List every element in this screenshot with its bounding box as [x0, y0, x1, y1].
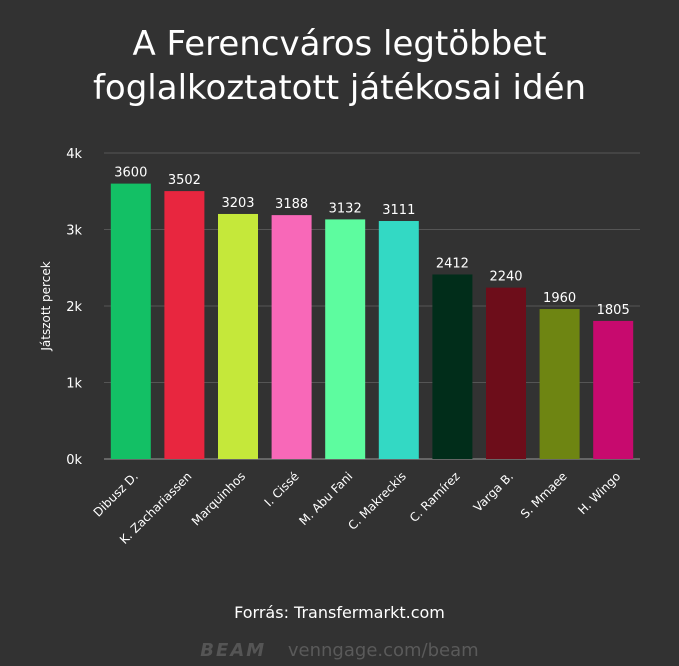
- x-tick-label: Varga B.: [471, 469, 516, 514]
- y-tick-label: 4k: [66, 147, 82, 162]
- chart-title-line-1: A Ferencváros legtöbbet: [132, 24, 547, 64]
- data-label: 1805: [597, 303, 630, 318]
- x-tick-label: I. Cissé: [262, 469, 302, 509]
- y-tick-label: 0k: [66, 453, 82, 468]
- y-tick-label: 2k: [66, 300, 82, 315]
- x-tick-label: S. Mmaee: [518, 469, 570, 521]
- bar: [164, 191, 205, 460]
- data-label: 2412: [436, 256, 469, 271]
- bar: [271, 215, 312, 459]
- data-label: 3203: [221, 196, 254, 211]
- x-tick-label: C. Ramírez: [407, 469, 463, 525]
- source-note: Forrás: Transfermarkt.com: [234, 603, 445, 622]
- bar-chart: 0k 1k 2k 3k 4k Játszott percek 3600 Dibusz D. 35…: [39, 147, 640, 547]
- y-tick-label: 1k: [66, 377, 82, 392]
- bar: [539, 309, 580, 459]
- footer-url[interactable]: venngage.com/beam: [287, 640, 479, 661]
- y-tick-label: 3k: [66, 224, 82, 239]
- bar: [432, 274, 473, 459]
- data-label: 3132: [329, 201, 362, 216]
- data-label: 1960: [543, 291, 576, 306]
- data-label: 3188: [275, 197, 308, 212]
- bar: [486, 287, 526, 459]
- data-label: 2240: [489, 270, 522, 285]
- footer: BEAM venngage.com/beam: [0, 640, 679, 661]
- bar: [593, 320, 634, 459]
- bar: [378, 221, 419, 459]
- x-tick-label: Dibusz D.: [91, 469, 141, 519]
- bar: [218, 213, 258, 459]
- bar: [325, 219, 366, 459]
- beam-logo: BEAM: [200, 640, 267, 661]
- data-label: 3111: [382, 203, 415, 218]
- x-tick-label: H. Wingo: [575, 469, 623, 517]
- data-label: 3502: [168, 173, 201, 188]
- bar: [110, 183, 151, 459]
- data-label: 3600: [114, 166, 147, 181]
- chart-title: A Ferencváros legtöbbet foglalkoztatott …: [0, 22, 679, 110]
- x-tick-label: M. Abu Fani: [296, 469, 355, 528]
- y-axis-label: Játszott percek: [39, 261, 53, 351]
- x-tick-label: Marquinhos: [189, 469, 248, 528]
- chart-title-line-2: foglalkoztatott játékosai idén: [92, 68, 587, 108]
